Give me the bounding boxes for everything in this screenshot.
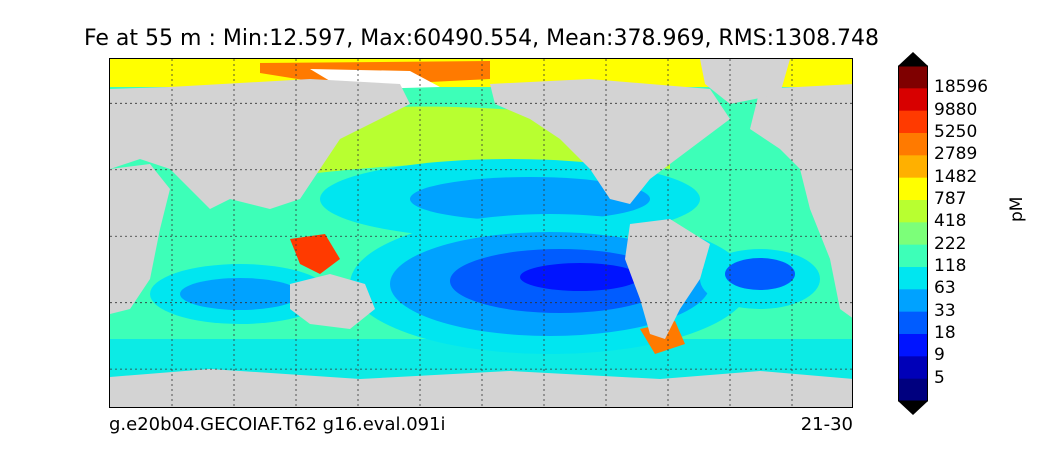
graticule: [110, 59, 852, 407]
indian-ocean-gyre-inner: [180, 278, 300, 310]
colorbar-segment: [898, 66, 928, 89]
map-panel: [109, 58, 853, 408]
colorbar-segment: [898, 378, 928, 402]
colorbar-segment: [898, 289, 928, 313]
ocean-iron-map: [110, 59, 852, 407]
colorbar-tick-label: 9880: [934, 99, 978, 120]
land-north-america: [490, 79, 730, 204]
land-south-america: [625, 219, 710, 339]
land-europe-africa-east: [750, 84, 852, 318]
colorbar-segment: [898, 133, 928, 156]
south-pacific-gyre-core: [520, 263, 640, 291]
north-pacific-gyre-inner: [410, 177, 650, 221]
colorbar-tick-labels: 18596 9880 5250 2789 1482 787 418 222 118 63 33 18 9…: [934, 0, 1014, 464]
colorbar-tick-label: 1482: [934, 166, 978, 187]
land-africa: [110, 164, 170, 314]
colorbar-outline: [898, 65, 928, 402]
colorbar-tick-label: 33: [934, 300, 956, 321]
land-antarctica: [110, 369, 852, 407]
colorbar-segment: [898, 155, 928, 179]
colorbar-tick-label: 18596: [934, 77, 989, 98]
colorbar: [898, 52, 928, 415]
colorbar-segment: [898, 311, 928, 335]
plot-title: Fe at 55 m : Min:12.597, Max:60490.554, …: [83, 26, 880, 51]
arctic-white-patch: [310, 69, 440, 89]
years-label: 21-30: [800, 414, 853, 435]
colorbar-segment: [898, 177, 928, 201]
colorbar-segment: [898, 356, 928, 380]
land-asia: [110, 79, 410, 209]
colorbar-extend-max: [898, 52, 928, 66]
colorbar-unit-label: pM: [1007, 196, 1027, 222]
colorbar-tick-label: 418: [934, 211, 967, 232]
colorbar-tick-label: 118: [934, 256, 967, 276]
colorbar-segment: [898, 334, 928, 357]
colorbar-tick-label: 222: [934, 233, 967, 254]
colorbar-segment: [898, 200, 928, 223]
indonesia-hotspot: [290, 234, 340, 274]
colorbar-tick-label: 63: [934, 278, 956, 299]
colorbar-tick-label: 9: [934, 345, 945, 366]
colorbar-segment: [898, 88, 928, 112]
colorbar-extend-min: [898, 401, 928, 415]
colorbar-segment: [898, 244, 928, 268]
colorbar-segment: [898, 110, 928, 134]
land-australia: [290, 274, 375, 329]
colorbar-segment: [898, 222, 928, 246]
colorbar-tick-label: 5: [934, 367, 945, 388]
colorbar-tick-label: 5250: [934, 122, 978, 142]
south-atlantic-gyre-inner: [725, 258, 795, 290]
case-name-label: g.e20b04.GECOIAF.T62 g16.eval.091i: [109, 414, 446, 435]
land-greenland: [700, 59, 790, 104]
colorbar-tick-label: 787: [934, 189, 967, 209]
colorbar-tick-label: 2789: [934, 144, 978, 165]
colorbar-segment: [898, 267, 928, 290]
colorbar-tick-label: 18: [934, 323, 956, 343]
